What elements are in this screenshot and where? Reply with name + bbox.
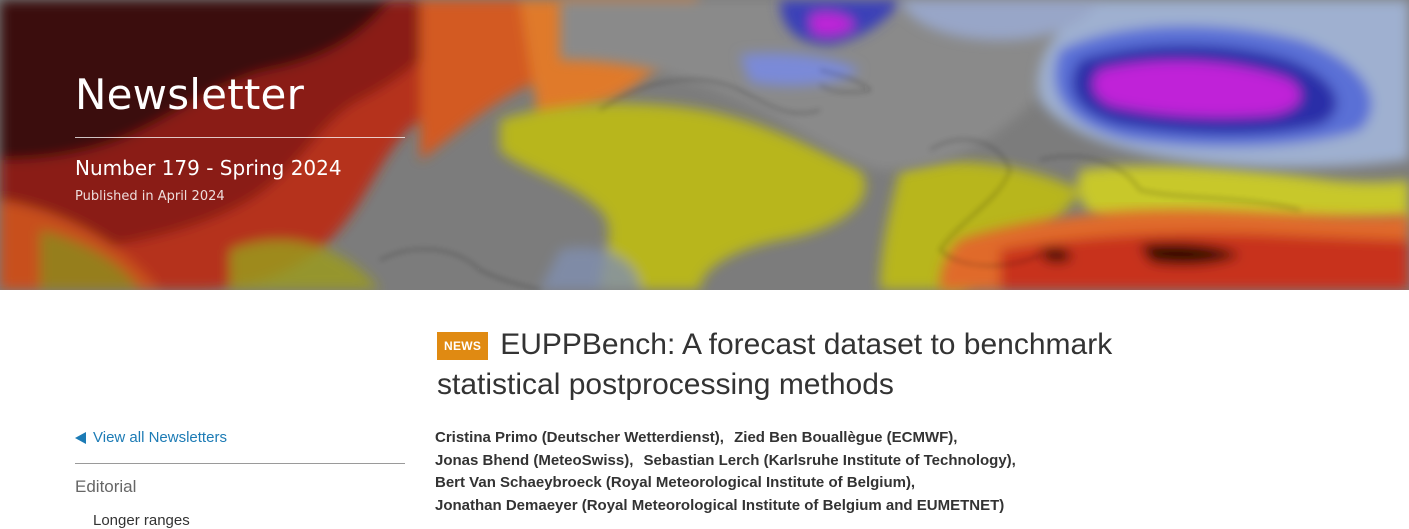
sidebar-item-longer-ranges[interactable]: Longer ranges [93,512,190,529]
author: Jonas Bhend (MeteoSwiss), [435,451,634,469]
article-title: EUPPBench: A forecast dataset to benchma… [437,328,1113,401]
article: NEWS EUPPBench: A forecast dataset to ben… [435,290,1335,529]
author: Jonathan Demaeyer (Royal Meteorological … [435,497,1005,515]
view-all-label: View all Newsletters [93,429,227,446]
sidebar: View all Newsletters Editorial Longer ra… [75,290,405,529]
sidebar-item-editorial[interactable]: Editorial [75,477,137,496]
article-headline: NEWS EUPPBench: A forecast dataset to ben… [437,325,1157,405]
sidebar-divider [75,463,405,464]
hero-banner: Newsletter Number 179 - Spring 2024 Publ… [0,0,1409,290]
view-all-newsletters-link[interactable]: View all Newsletters [75,429,227,446]
author: Bert Van Schaeybroeck (Royal Meteorologi… [435,474,916,492]
author: Zied Ben Bouallègue (ECMWF), [734,429,958,446]
author: Sebastian Lerch (Karlsruhe Institute of … [643,451,1016,469]
news-badge: NEWS [437,332,489,360]
weather-map-background [0,0,1409,290]
triangle-left-icon [75,431,86,444]
page-title: Newsletter [75,70,305,119]
author-list: Cristina Primo (Deutscher Wetterdienst),… [435,427,1235,518]
title-divider [75,137,405,138]
issue-number: Number 179 - Spring 2024 [75,156,342,180]
author: Cristina Primo (Deutscher Wetterdienst), [435,429,724,446]
publish-date: Published in April 2024 [75,189,225,204]
